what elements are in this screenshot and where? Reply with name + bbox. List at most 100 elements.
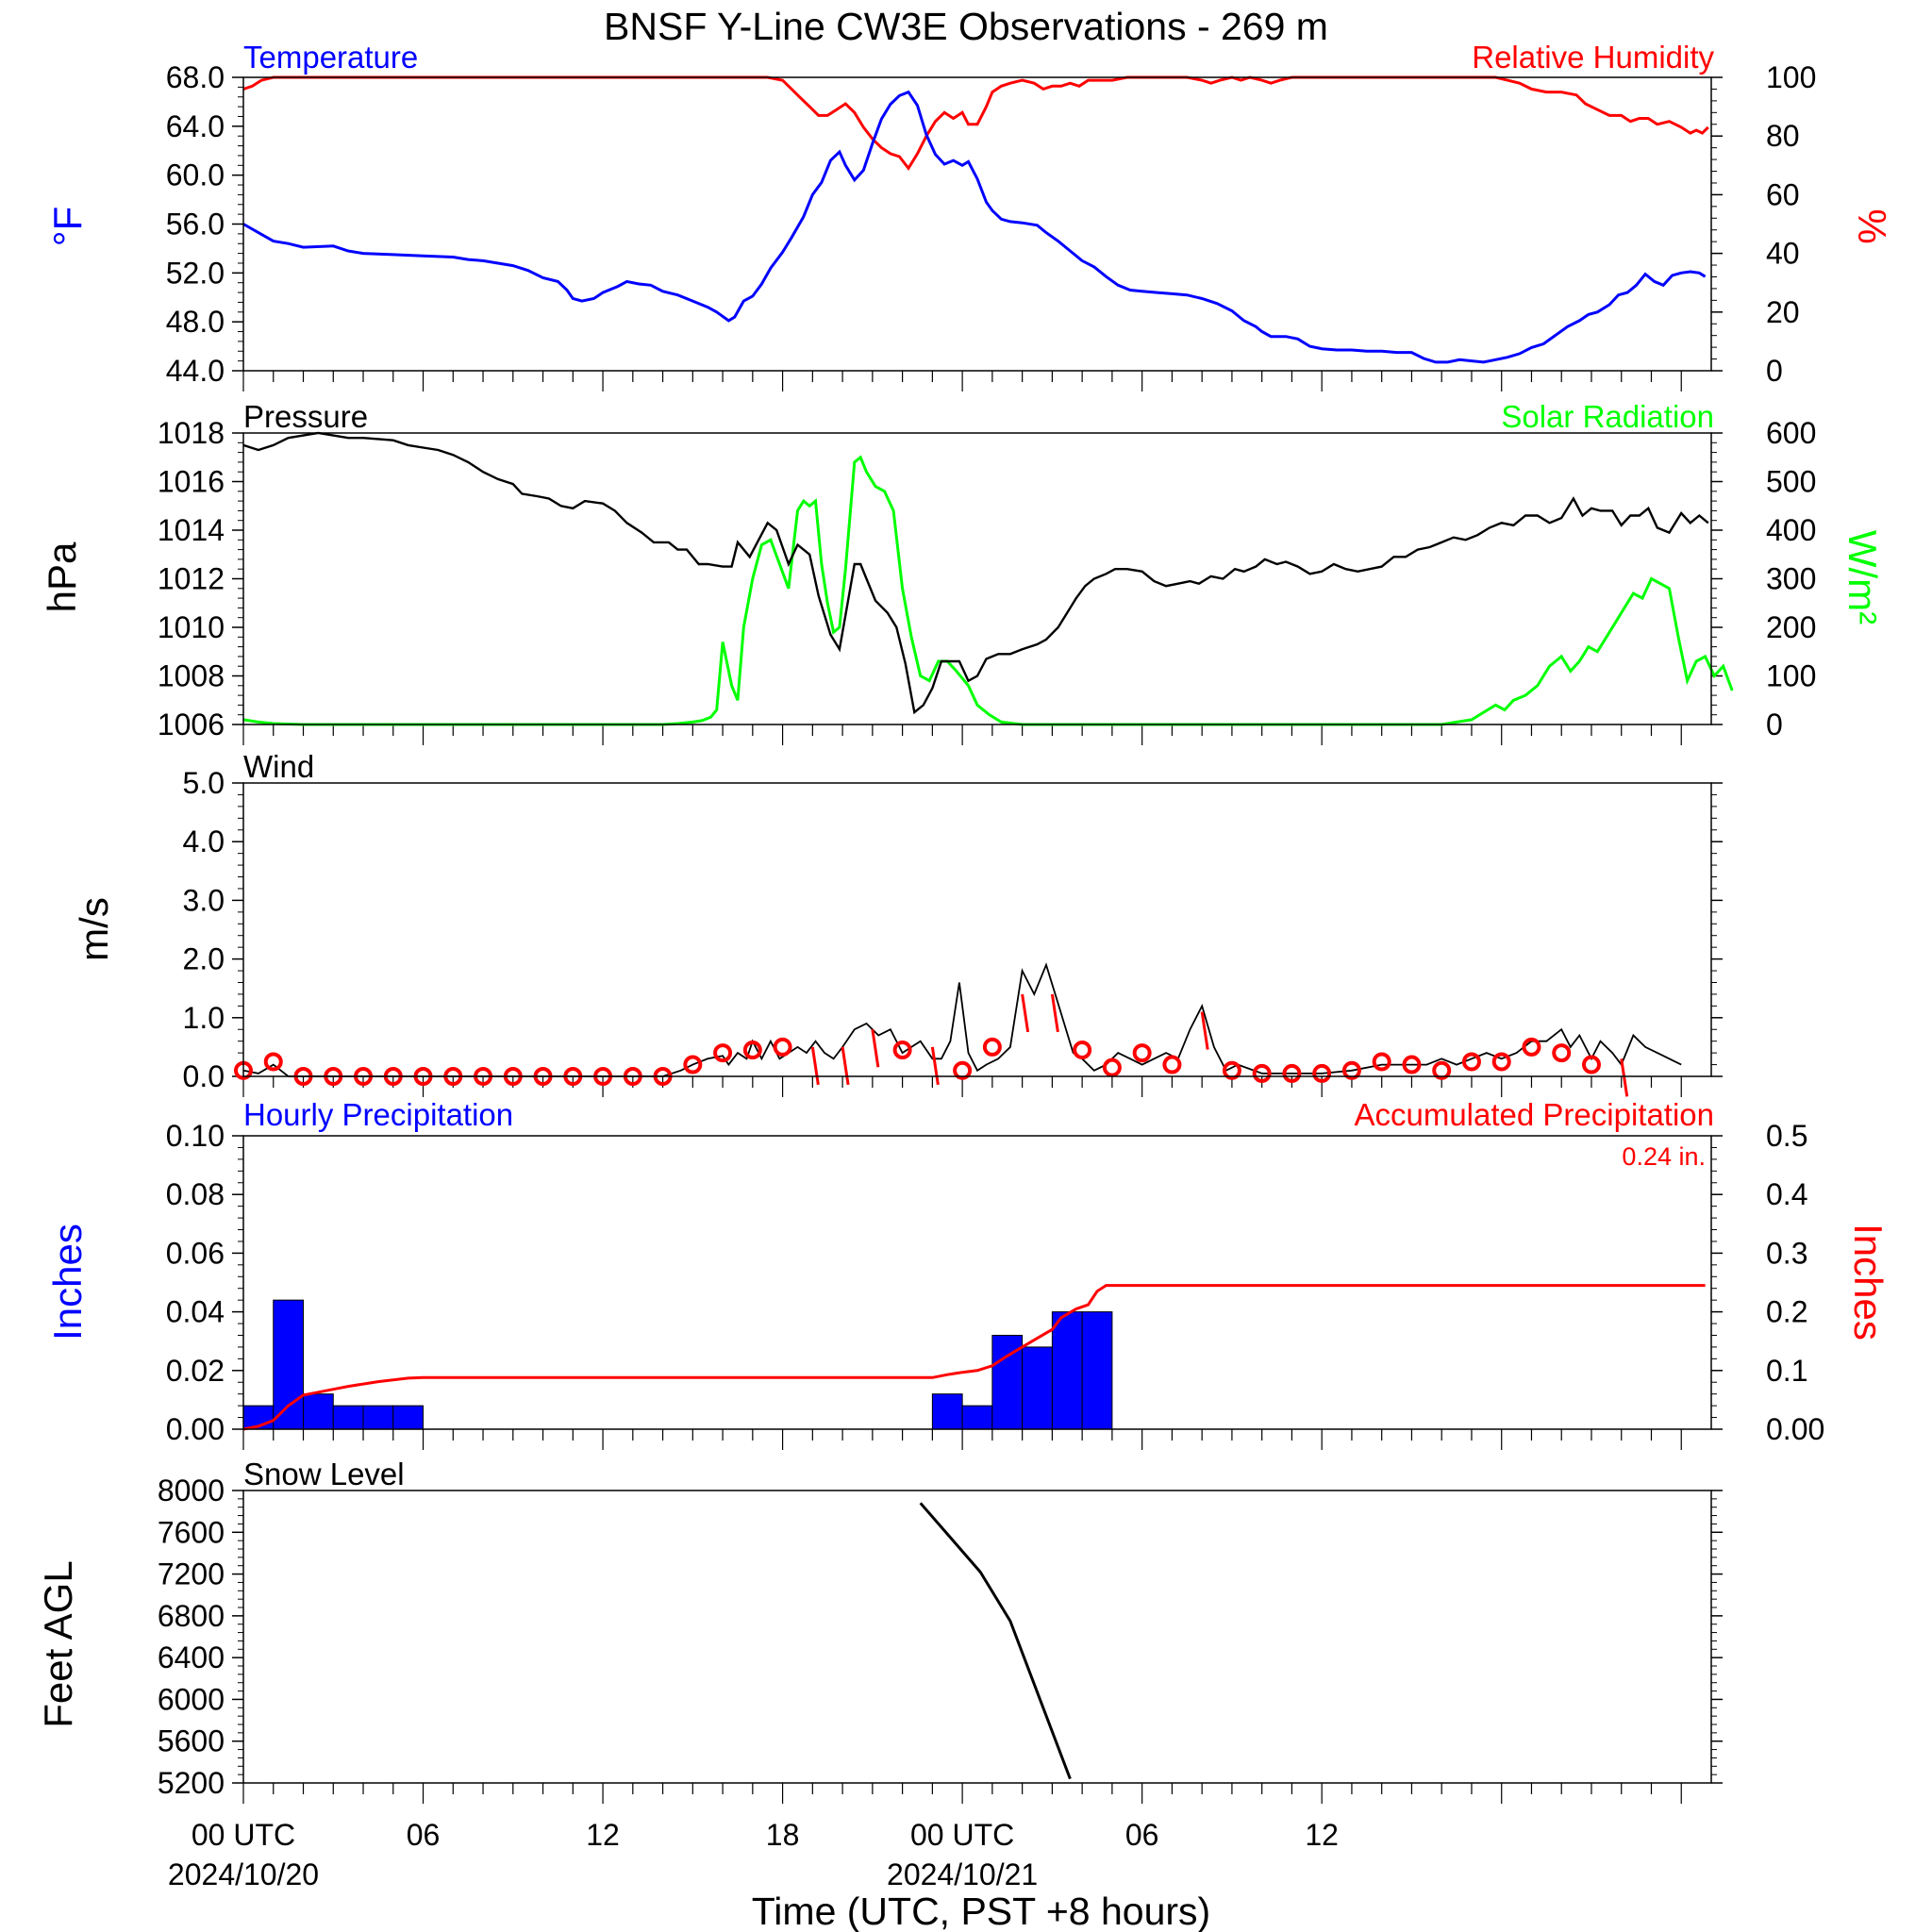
hourly-precip-axis: 0.10 0.08 0.06 0.04 0.02 0.00 (166, 1119, 243, 1446)
solar-series-line (242, 455, 1734, 726)
panel-temperature-humidity: Temperature Relative Humidity °F % 68.06… (45, 40, 1894, 391)
left-tick-label: 2.0 (183, 942, 225, 976)
left-tick-label: 6400 (158, 1641, 225, 1674)
hourly-precip-bar (332, 1405, 364, 1430)
hourly-precip-bar (961, 1405, 993, 1430)
wind-barb (930, 1046, 940, 1086)
panel-wind: Wind m/s 5.0 4.0 3.0 2.0 1.0 0.0 (72, 749, 1723, 1097)
snow-plot-frame (242, 1490, 1712, 1784)
time-axis-labels: 00 UTC 2024/10/20 06 12 18 00 UTC 2024/10/21 06… (168, 1818, 1339, 1891)
pressure-x-ticks (242, 724, 1682, 745)
wind-plot-frame (242, 782, 1712, 1077)
humidity-series-line (242, 75, 1709, 172)
snow-level-series-line (919, 1502, 1072, 1780)
x-axis-title: Time (UTC, PST +8 hours) (752, 1890, 1210, 1932)
hourly-precip-bar (303, 1393, 334, 1430)
snow-level-unit-label: Feet AGL (36, 1560, 80, 1727)
left-tick-label: 1006 (158, 708, 225, 741)
hourly-precip-bars (242, 1299, 1113, 1430)
pressure-plot-frame (242, 432, 1712, 725)
wind-observation-marker (1132, 1043, 1152, 1063)
left-tick-label: 48.0 (166, 305, 225, 339)
x-tick-label: 00 UTC (910, 1818, 1014, 1852)
hourly-precip-bar (1081, 1311, 1113, 1430)
snow-level-x-ticks (242, 1783, 1682, 1804)
left-tick-label: 1008 (158, 659, 225, 693)
temperature-axis: 68.0 64.0 60.0 56.0 52.0 48.0 44.0 (166, 60, 243, 388)
right-tick-label: 80 (1766, 119, 1800, 153)
right-tick-label: 0.1 (1766, 1354, 1807, 1388)
right-tick-label: 60 (1766, 177, 1800, 211)
pressure-unit-label: hPa (40, 541, 84, 612)
wind-observation-marker (1073, 1041, 1092, 1060)
hourly-precip-bar (362, 1405, 394, 1430)
right-tick-label: 0.3 (1766, 1236, 1807, 1270)
wind-observation-marker (892, 1041, 912, 1060)
accumulated-precip-label: Accumulated Precipitation (1354, 1097, 1714, 1132)
wind-observation-marker (683, 1055, 703, 1074)
wind-barb (871, 1029, 880, 1068)
left-tick-label: 0.08 (166, 1177, 225, 1211)
left-tick-label: 44.0 (166, 354, 225, 388)
wind-observation-marker (1312, 1063, 1332, 1083)
wind-barb (1021, 993, 1030, 1033)
left-tick-label: 5600 (158, 1724, 225, 1758)
right-tick-label: 500 (1766, 465, 1816, 499)
figure-title: BNSF Y-Line CW3E Observations - 269 m (604, 5, 1328, 48)
right-tick-label: 100 (1766, 60, 1816, 94)
snow-level-axis: 8000 7600 7200 6800 6400 6000 5600 5200 (158, 1474, 1723, 1800)
right-tick-label: 300 (1766, 562, 1816, 596)
wind-observation-marker (1282, 1063, 1302, 1083)
x-tick-label: 12 (1305, 1818, 1339, 1852)
solar-unit-label: W/m² (1840, 530, 1885, 625)
left-tick-label: 7600 (158, 1515, 225, 1549)
wind-observation-marker (1461, 1052, 1481, 1072)
left-tick-label: 0.02 (166, 1354, 225, 1388)
wind-unit-label: m/s (72, 897, 116, 961)
solar-axis: 600 500 400 300 200 100 0 (1711, 416, 1816, 741)
temperature-plot-frame (242, 76, 1712, 372)
left-tick-label: 0.0 (183, 1059, 225, 1093)
wind-observation-marker (1162, 1055, 1182, 1074)
temperature-series-line (242, 90, 1707, 364)
right-tick-label: 600 (1766, 416, 1816, 450)
panel-precipitation: Hourly Precipitation Accumulated Precipi… (45, 1097, 1890, 1450)
wind-observation-marker (1491, 1052, 1511, 1072)
left-tick-label: 1010 (158, 610, 225, 644)
pressure-label: Pressure (243, 399, 368, 434)
hourly-precip-label: Hourly Precipitation (243, 1097, 513, 1132)
wind-observation-marker (1102, 1058, 1122, 1077)
left-tick-label: 1014 (158, 513, 225, 547)
wind-label: Wind (243, 749, 314, 784)
accumulated-precip-line (242, 1284, 1706, 1431)
x-tick-label: 06 (1125, 1818, 1159, 1852)
left-tick-label: 68.0 (166, 60, 225, 94)
left-tick-label: 1.0 (183, 1001, 225, 1035)
wind-observation-marker (1341, 1060, 1361, 1080)
left-tick-label: 6800 (158, 1599, 225, 1633)
wind-axis: 5.0 4.0 3.0 2.0 1.0 0.0 (183, 766, 1723, 1093)
wind-observation-marker (742, 1041, 762, 1060)
right-tick-label: 0 (1766, 708, 1783, 741)
right-tick-label: 0.5 (1766, 1119, 1807, 1153)
left-tick-label: 5.0 (183, 766, 225, 800)
solar-label: Solar Radiation (1501, 399, 1714, 434)
left-tick-label: 0.04 (166, 1295, 225, 1329)
wind-observation-marker (1522, 1037, 1541, 1057)
x-tick-label: 00 UTC (192, 1818, 295, 1852)
right-tick-label: 0.4 (1766, 1177, 1807, 1211)
left-tick-label: 1018 (158, 416, 225, 450)
x-tick-date: 2024/10/20 (168, 1857, 319, 1891)
wind-observation-marker (1581, 1055, 1601, 1074)
panel-snow-level: Snow Level Feet AGL 8000 7600 7200 6800 6400… (36, 1457, 1723, 1804)
hourly-precip-bar (392, 1405, 425, 1430)
humidity-unit-label: % (1850, 208, 1894, 243)
snow-level-label: Snow Level (243, 1457, 405, 1491)
right-tick-label: 0.00 (1766, 1412, 1824, 1446)
right-tick-label: 0 (1766, 354, 1783, 388)
right-tick-label: 100 (1766, 659, 1816, 693)
wind-barb (1200, 1011, 1209, 1050)
humidity-axis: 100 80 60 40 20 0 (1711, 60, 1816, 388)
right-tick-label: 20 (1766, 295, 1800, 329)
